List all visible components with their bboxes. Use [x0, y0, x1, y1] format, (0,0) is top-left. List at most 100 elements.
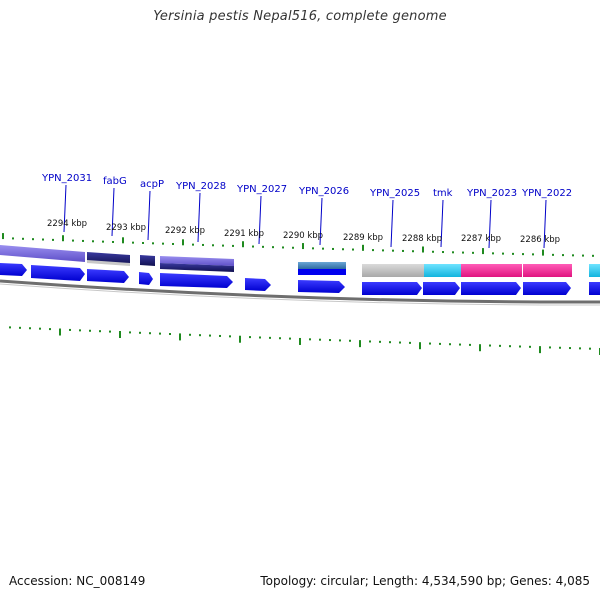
- tick-mark: [242, 241, 244, 248]
- tick-mark: [119, 330, 121, 338]
- tick-mark: [162, 242, 164, 245]
- kbp-label: 2287 kbp: [461, 234, 501, 244]
- map-title: Yersinia pestis Nepal516, complete genom…: [153, 9, 447, 24]
- tick-mark: [589, 347, 591, 350]
- tick-mark: [499, 344, 501, 347]
- arrow-ypn2031-left: [0, 263, 27, 276]
- band-tmk: [424, 264, 461, 277]
- tick-mark: [262, 245, 264, 248]
- tick-mark: [302, 243, 304, 250]
- gene-label[interactable]: YPN_2031: [41, 173, 92, 184]
- tick-mark: [129, 331, 131, 334]
- tick-mark: [239, 335, 241, 343]
- gene-label[interactable]: YPN_2023: [466, 188, 517, 199]
- tick-mark: [389, 341, 391, 344]
- tick-mark: [399, 341, 401, 344]
- tick-mark: [179, 333, 181, 341]
- leader-line: [543, 199, 547, 249]
- tick-mark: [402, 249, 404, 252]
- gene-label[interactable]: YPN_2028: [175, 181, 226, 192]
- tick-mark: [569, 347, 571, 350]
- gene-labels: YPN_2031 fabG acpP YPN_2028 YPN_2027 YPN_2026…: [41, 173, 572, 199]
- gene-label[interactable]: YPN_2026: [298, 186, 349, 197]
- tick-mark: [472, 251, 474, 254]
- tick-mark: [79, 329, 81, 332]
- inner-tick-marks: [9, 326, 600, 355]
- arrow-acpp: [139, 272, 153, 285]
- tick-mark: [339, 339, 341, 342]
- arrow-ypn2023: [461, 282, 521, 295]
- tick-mark: [232, 244, 234, 247]
- kbp-label: 2293 kbp: [106, 223, 146, 233]
- gene-label-leaders: [63, 184, 547, 249]
- tick-mark: [342, 248, 344, 251]
- tick-mark: [539, 346, 541, 354]
- tick-mark: [159, 332, 161, 335]
- kbp-label: 2291 kbp: [224, 229, 264, 239]
- tick-mark: [122, 237, 124, 244]
- tick-mark: [152, 242, 154, 245]
- tick-mark: [459, 343, 461, 346]
- tick-mark: [202, 243, 204, 246]
- gene-arrows: [0, 263, 600, 295]
- tick-mark: [52, 238, 54, 241]
- tick-mark: [29, 327, 31, 330]
- band-ypn2026: [298, 262, 346, 269]
- tick-mark: [229, 335, 231, 338]
- tick-mark: [209, 334, 211, 337]
- tick-mark: [542, 249, 544, 256]
- tick-mark: [69, 328, 71, 331]
- tick-mark: [192, 243, 194, 246]
- gene-label[interactable]: tmk: [433, 188, 453, 199]
- accession-label: Accession: NC_008149: [9, 574, 146, 588]
- tick-mark: [362, 244, 364, 251]
- arrow-next: [589, 282, 600, 295]
- gene-label[interactable]: YPN_2022: [521, 188, 572, 199]
- tick-mark: [492, 252, 494, 255]
- tick-mark: [509, 345, 511, 348]
- tick-mark: [102, 240, 104, 243]
- kbp-label: 2289 kbp: [343, 233, 383, 243]
- tick-mark: [22, 237, 24, 240]
- gene-label[interactable]: fabG: [103, 176, 127, 187]
- tick-mark: [272, 246, 274, 249]
- tick-mark: [422, 246, 424, 253]
- tick-mark: [529, 345, 531, 348]
- tick-mark: [139, 331, 141, 334]
- kbp-scale-labels: 2294 kbp 2293 kbp 2292 kbp 2291 kbp 2290 kbp…: [47, 219, 560, 245]
- band-ypn2022: [523, 264, 572, 277]
- tick-mark: [149, 332, 151, 335]
- tick-mark: [99, 330, 101, 333]
- gene-label[interactable]: acpP: [140, 179, 164, 190]
- tick-mark: [572, 254, 574, 257]
- tick-mark: [552, 253, 554, 256]
- tick-mark: [112, 240, 114, 243]
- tick-mark: [282, 246, 284, 249]
- tick-mark: [212, 244, 214, 247]
- tick-mark: [479, 344, 481, 352]
- tick-mark: [9, 326, 11, 329]
- tick-mark: [379, 340, 381, 343]
- tick-mark: [489, 344, 491, 347]
- leader-line: [111, 187, 115, 237]
- tick-mark: [299, 337, 301, 345]
- tick-mark: [532, 253, 534, 256]
- tick-mark: [12, 237, 14, 240]
- tick-mark: [562, 254, 564, 257]
- gene-label[interactable]: YPN_2025: [369, 188, 420, 199]
- tick-mark: [462, 251, 464, 254]
- gene-label[interactable]: YPN_2027: [236, 184, 287, 195]
- tick-mark: [92, 240, 94, 243]
- tick-mark: [292, 246, 294, 249]
- tick-mark: [259, 336, 261, 339]
- tick-mark: [349, 339, 351, 342]
- tick-mark: [432, 250, 434, 253]
- tick-mark: [219, 334, 221, 337]
- tick-mark: [279, 337, 281, 340]
- band-ypn2028: [160, 256, 234, 266]
- arrow-ypn2022: [523, 282, 571, 295]
- tick-mark: [49, 328, 51, 331]
- tick-mark: [592, 254, 594, 257]
- tick-mark: [419, 342, 421, 350]
- tick-mark: [412, 250, 414, 253]
